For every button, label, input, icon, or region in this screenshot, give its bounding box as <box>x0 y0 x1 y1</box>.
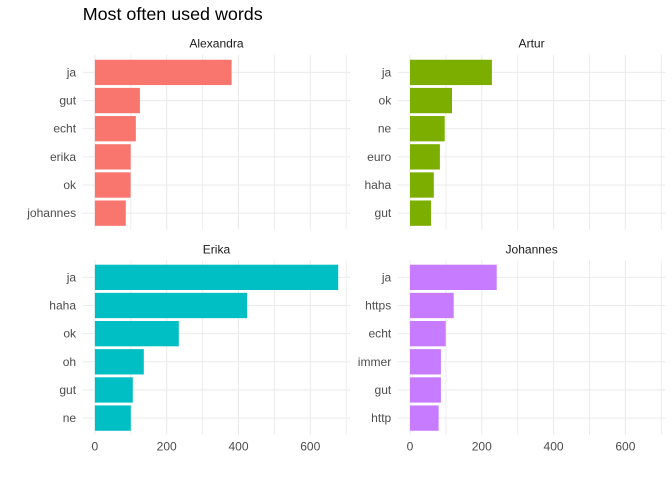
svg-text:gut: gut <box>59 383 76 397</box>
svg-text:ne: ne <box>378 122 392 136</box>
svg-text:haha: haha <box>49 299 76 313</box>
svg-text:Most often used words: Most often used words <box>83 4 263 24</box>
svg-text:600: 600 <box>300 440 320 454</box>
svg-text:http: http <box>371 411 391 425</box>
svg-text:gut: gut <box>59 94 76 108</box>
svg-text:ja: ja <box>381 270 392 284</box>
svg-text:johannes: johannes <box>26 206 76 220</box>
svg-text:400: 400 <box>228 440 248 454</box>
svg-text:ja: ja <box>66 65 77 79</box>
svg-text:ja: ja <box>66 270 77 284</box>
svg-text:Johannes: Johannes <box>505 242 557 256</box>
svg-text:0: 0 <box>407 440 414 454</box>
svg-text:200: 200 <box>157 440 177 454</box>
svg-text:ne: ne <box>63 411 77 425</box>
svg-text:gut: gut <box>375 206 392 220</box>
svg-text:ok: ok <box>63 327 77 341</box>
svg-text:Alexandra: Alexandra <box>189 36 244 50</box>
svg-text:euro: euro <box>367 150 391 164</box>
svg-text:Artur: Artur <box>519 36 545 50</box>
svg-text:immer: immer <box>358 355 391 369</box>
svg-text:erika: erika <box>50 150 76 164</box>
svg-text:ok: ok <box>63 178 77 192</box>
svg-text:ja: ja <box>381 65 392 79</box>
svg-text:200: 200 <box>472 440 492 454</box>
svg-text:haha: haha <box>364 178 391 192</box>
svg-text:echt: echt <box>368 327 391 341</box>
svg-text:gut: gut <box>375 383 392 397</box>
svg-text:oh: oh <box>63 355 76 369</box>
svg-text:400: 400 <box>544 440 564 454</box>
svg-text:Erika: Erika <box>203 242 231 256</box>
svg-text:ok: ok <box>379 94 393 108</box>
svg-text:echt: echt <box>53 122 76 136</box>
svg-text:https: https <box>365 299 391 313</box>
svg-text:600: 600 <box>615 440 635 454</box>
svg-text:0: 0 <box>92 440 99 454</box>
